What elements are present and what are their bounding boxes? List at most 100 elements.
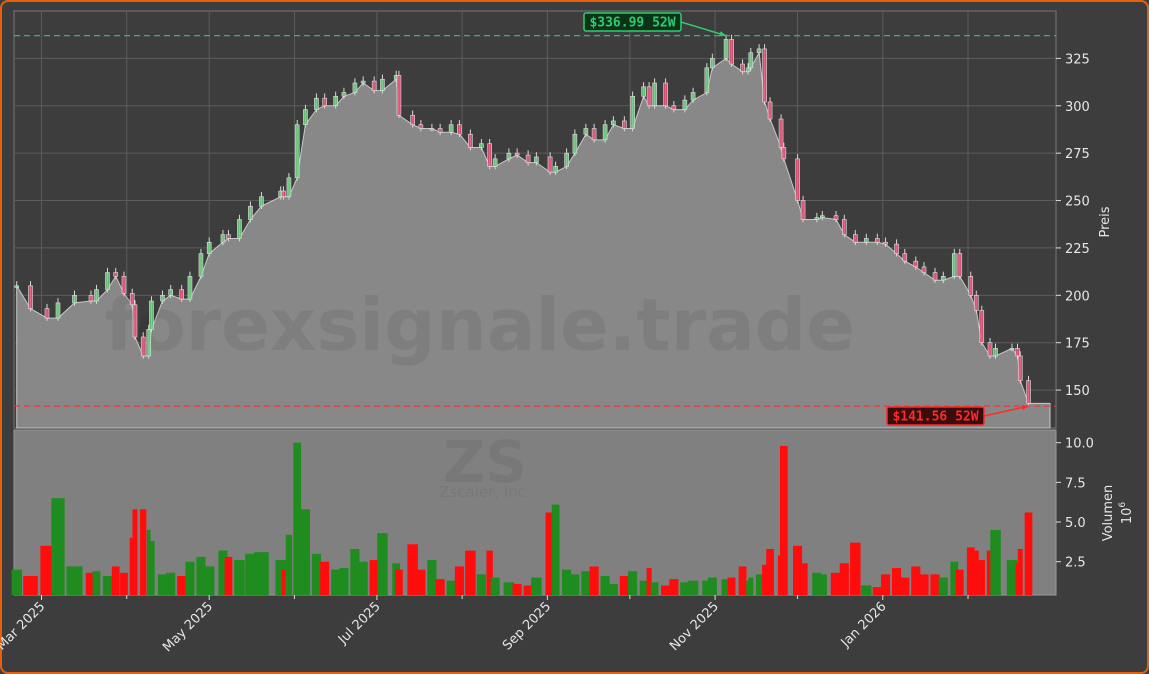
volume-bar <box>254 552 269 595</box>
volume-bar <box>486 550 493 595</box>
candle <box>121 271 127 297</box>
candle-body <box>682 99 688 110</box>
candle-body <box>1017 355 1023 381</box>
volume-unit-exp: 6 <box>1118 502 1128 508</box>
x-tick-label: Mar 2025 <box>0 599 48 653</box>
candle-body <box>1015 348 1020 357</box>
candle-body <box>833 215 839 220</box>
candle <box>303 104 308 128</box>
candle-body <box>622 120 627 129</box>
volume-bar <box>224 556 233 595</box>
candle <box>468 129 473 151</box>
volume-bar <box>523 585 533 595</box>
candle <box>1017 351 1023 384</box>
volume-bar <box>218 550 228 595</box>
candle-body <box>979 310 985 344</box>
candle <box>259 192 264 210</box>
candle <box>88 290 94 304</box>
volume-bar <box>880 574 891 595</box>
volume-bar <box>281 569 286 595</box>
volume-bar <box>766 548 774 595</box>
candle <box>547 152 553 175</box>
candle <box>168 284 174 299</box>
volume-bar <box>416 569 426 595</box>
candle <box>179 284 185 302</box>
candle-body <box>553 166 558 173</box>
candle-body <box>72 295 77 304</box>
candle <box>778 114 784 151</box>
volume-bar <box>234 560 245 595</box>
volume-bar <box>990 529 1001 595</box>
candle <box>894 239 899 257</box>
candle <box>833 210 839 223</box>
candle <box>921 262 927 276</box>
volume-bar <box>531 577 542 595</box>
candle-body <box>987 342 993 357</box>
candle <box>762 44 767 105</box>
candle-body <box>973 295 979 311</box>
candle <box>322 93 327 109</box>
volume-bar <box>570 574 580 595</box>
volume-bar <box>132 509 138 595</box>
candle-body <box>457 124 462 135</box>
volume-bar <box>762 564 768 595</box>
volume-bar <box>930 574 940 595</box>
x-tick-label: Jan 2026 <box>838 599 890 651</box>
volume-bar <box>600 575 610 595</box>
volume-bar <box>986 550 994 595</box>
volume-bar <box>746 580 750 595</box>
candle-body <box>360 80 366 84</box>
candle <box>852 229 858 246</box>
candle-body <box>514 152 520 156</box>
candle <box>704 63 710 96</box>
candle-body <box>602 124 608 141</box>
candle-body <box>396 75 402 116</box>
candle <box>206 237 212 257</box>
candle <box>333 91 338 109</box>
volume-bar <box>66 566 83 595</box>
candle <box>28 281 33 312</box>
candle-body <box>322 97 327 107</box>
volume-bar <box>669 579 679 595</box>
candle-body <box>863 238 869 243</box>
volume-bar <box>950 561 959 595</box>
candle <box>55 298 61 321</box>
candle <box>820 210 825 221</box>
volume-bar <box>978 560 985 595</box>
candle-body <box>314 97 319 110</box>
candle-body <box>206 241 212 254</box>
candle-body <box>371 80 377 91</box>
candle-body <box>281 190 286 198</box>
candle <box>682 95 688 113</box>
candle <box>902 248 908 265</box>
volume-bar <box>900 577 910 595</box>
candle <box>286 173 292 200</box>
candle-body <box>740 63 745 72</box>
candle <box>781 142 787 162</box>
volume-bar <box>395 569 403 595</box>
candle-body <box>951 253 957 277</box>
candle-body <box>572 133 578 154</box>
volume-bar <box>11 569 22 595</box>
candle <box>294 119 300 181</box>
candle <box>723 34 729 62</box>
price-tick-label: 300 <box>1065 100 1090 115</box>
candle-body <box>437 128 443 133</box>
candle-body <box>729 39 734 65</box>
candle-body <box>132 304 138 338</box>
candle-body <box>121 276 127 294</box>
candle <box>913 256 919 270</box>
candle-body <box>883 241 888 245</box>
candle-body <box>168 289 174 296</box>
candle-body <box>993 348 998 357</box>
candle <box>534 152 539 166</box>
x-tick-label: Nov 2025 <box>667 599 722 654</box>
candle <box>564 148 569 170</box>
volume-bar <box>1006 560 1018 595</box>
low-52w-arrowhead <box>1021 404 1029 411</box>
candle <box>842 214 847 238</box>
volume-bar <box>427 560 437 595</box>
candle-body <box>902 253 908 262</box>
volume-bar <box>707 577 717 595</box>
